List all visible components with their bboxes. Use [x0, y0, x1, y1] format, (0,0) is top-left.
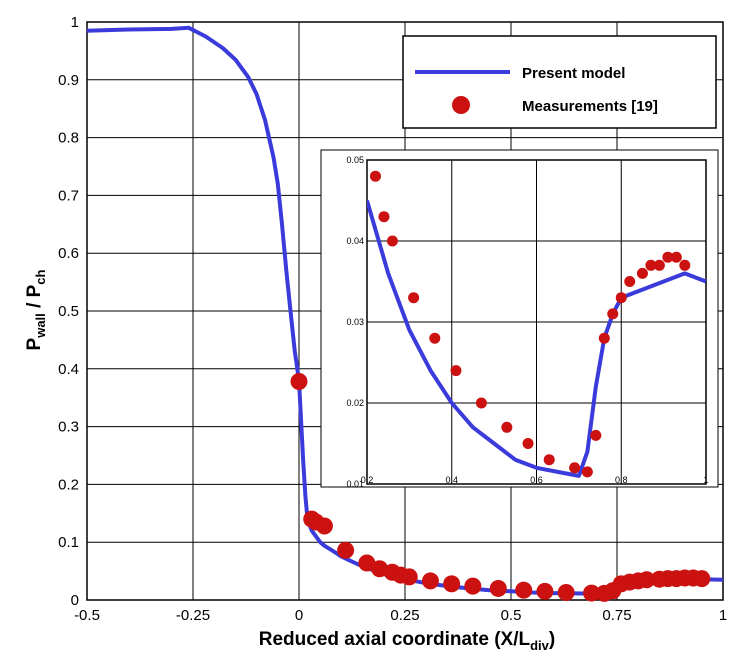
main-plot-frame: [86, 21, 724, 601]
main-measurement-point: [358, 554, 376, 572]
inset-measurement-point: [662, 251, 674, 263]
main-measurement-point: [557, 583, 575, 601]
inset-measurement-point: [598, 332, 610, 344]
legend: Present model Measurements [19]: [402, 35, 717, 129]
main-measurement-point: [693, 570, 711, 588]
inset-measurement-point: [679, 259, 691, 271]
inset-measurement-point: [590, 429, 602, 441]
inset-measurement-point: [569, 462, 581, 474]
main-x-tick-label: -0.25: [176, 607, 210, 624]
inset-measurement-point: [615, 292, 627, 304]
inset-measurement-point: [624, 276, 636, 287]
main-measurement-point: [400, 568, 418, 586]
inset-y-tick-label: 0.05: [346, 155, 364, 165]
main-measurement-point: [464, 577, 482, 595]
inset-present-model-line: [367, 199, 706, 478]
main-measurement-point: [421, 572, 439, 590]
legend-marker-swatch: [452, 96, 470, 114]
main-measurement-point: [536, 582, 554, 600]
inset-y-tick-label: 0.01: [346, 479, 364, 489]
main-x-tick-label: 0.75: [602, 607, 631, 624]
inset-measurement-point: [522, 438, 534, 449]
main-y-tick-label: 0.7: [58, 187, 79, 204]
inset-series-clip-group: [367, 170, 706, 478]
inset-measurement-point: [501, 421, 513, 433]
inset-y-tick-labels: 0.01 0.02 0.03 0.04 0.05: [346, 155, 364, 489]
inset-measurement-point: [369, 170, 381, 182]
inset-measurement-point: [607, 308, 619, 320]
main-y-tick-label: 0.5: [58, 303, 79, 320]
inset-measurement-point: [408, 292, 420, 304]
main-x-tick-label: -0.5: [74, 607, 100, 624]
inset-measurement-point: [378, 211, 390, 223]
inset-measurement-point: [581, 466, 593, 478]
inset-measurement-point: [670, 251, 682, 263]
inset-y-tick-label: 0.03: [346, 317, 364, 327]
main-measurement-point: [290, 373, 308, 391]
inset-x-tick-label: 0.4: [445, 475, 458, 485]
inset-measurement-point: [475, 397, 487, 409]
main-y-tick-label: 0: [71, 592, 79, 609]
legend-box: [402, 35, 717, 129]
main-measurement-point: [315, 517, 333, 535]
legend-label-present-model: Present model: [522, 65, 625, 82]
inset-measurement-point: [653, 259, 665, 271]
main-measurement-point: [638, 571, 656, 589]
main-measurement-point: [515, 581, 533, 599]
main-y-tick-label: 0.8: [58, 130, 79, 147]
main-x-tick-label: 1: [719, 607, 727, 624]
inset-measurement-point: [386, 235, 398, 247]
inset-measurement-point: [645, 259, 657, 271]
main-series-layer: [86, 25, 724, 602]
inset-x-tick-label: 0.8: [615, 475, 628, 485]
inset-x-tick-label: 0.2: [361, 475, 374, 485]
main-y-tick-label: 0.2: [58, 476, 79, 493]
inset-outer-box: [320, 149, 719, 488]
main-measurement-point: [583, 584, 601, 602]
main-x-tick-label: 0: [295, 607, 303, 624]
inset-y-tick-label: 0.04: [346, 236, 364, 246]
main-measurement-point: [371, 560, 389, 578]
inset-measurement-point: [429, 332, 441, 344]
inset-measurement-point: [636, 267, 648, 279]
inset-measurement-point: [543, 454, 555, 466]
main-y-tick-label: 1: [71, 14, 79, 31]
y-axis-label: Pwall / Pch: [24, 269, 48, 350]
inset-plot-frame: [366, 159, 707, 485]
main-x-tick-label: 0.5: [501, 607, 522, 624]
main-y-tick-label: 0.3: [58, 419, 79, 436]
main-x-tick-label: 0.25: [390, 607, 419, 624]
inset-x-tick-label: 1: [703, 475, 708, 485]
main-y-tick-label: 0.9: [58, 72, 79, 89]
inset-measurement-point: [450, 365, 462, 377]
inset-x-tick-labels: 0.2 0.4 0.6 0.8 1: [361, 475, 709, 485]
x-axis-label: Reduced axial coordinate (X/Ldiv): [259, 629, 555, 653]
inset-y-tick-label: 0.02: [346, 398, 364, 408]
legend-label-measurements: Measurements [19]: [522, 98, 658, 115]
main-measurement-point: [489, 579, 507, 597]
main-measurement-point: [337, 541, 355, 559]
main-measurement-point: [443, 575, 461, 593]
main-y-tick-label: 0.6: [58, 245, 79, 262]
inset-x-tick-label: 0.6: [530, 475, 543, 485]
main-y-tick-label: 0.1: [58, 534, 79, 551]
inset-series-layer: [367, 170, 706, 478]
main-y-tick-labels: 0 0.1 0.2 0.3 0.4 0.5 0.6 0.7 0.8 0.9 1: [58, 14, 79, 609]
main-x-tick-labels: -0.5 -0.25 0 0.25 0.5 0.75 1: [74, 607, 727, 624]
main-y-tick-label: 0.4: [58, 361, 79, 378]
